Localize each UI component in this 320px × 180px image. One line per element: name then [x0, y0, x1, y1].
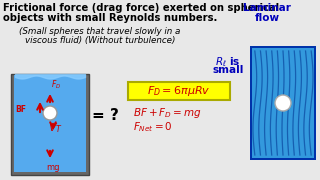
Text: (Small spheres that travel slowly in a: (Small spheres that travel slowly in a	[19, 27, 181, 36]
Bar	[11, 74, 89, 175]
Bar	[128, 82, 230, 100]
Text: Frictional force (drag force) exerted on spherical: Frictional force (drag force) exerted on…	[3, 3, 279, 13]
Text: mg: mg	[46, 163, 60, 172]
Text: Laminar: Laminar	[243, 3, 291, 13]
Text: small: small	[212, 65, 244, 75]
Text: objects with small Reynolds numbers.: objects with small Reynolds numbers.	[3, 13, 217, 23]
Text: $V_T$: $V_T$	[48, 121, 63, 135]
Circle shape	[275, 95, 291, 111]
Bar	[14, 75, 86, 172]
Text: = ?: = ?	[92, 107, 119, 123]
Text: $R_\ell$ is: $R_\ell$ is	[215, 55, 241, 69]
Text: $F_D$: $F_D$	[51, 78, 61, 91]
Bar	[252, 48, 314, 158]
Text: BF: BF	[15, 105, 26, 114]
Text: $F_D = 6\pi\mu Rv$: $F_D = 6\pi\mu Rv$	[147, 84, 211, 98]
Bar	[250, 46, 316, 160]
Text: $BF + F_D = mg$: $BF + F_D = mg$	[133, 106, 202, 120]
Text: flow: flow	[254, 13, 280, 23]
Text: $F_{Net} = 0$: $F_{Net} = 0$	[133, 120, 172, 134]
Circle shape	[43, 106, 57, 120]
Text: viscous fluid) (Without turbulence): viscous fluid) (Without turbulence)	[25, 36, 175, 45]
